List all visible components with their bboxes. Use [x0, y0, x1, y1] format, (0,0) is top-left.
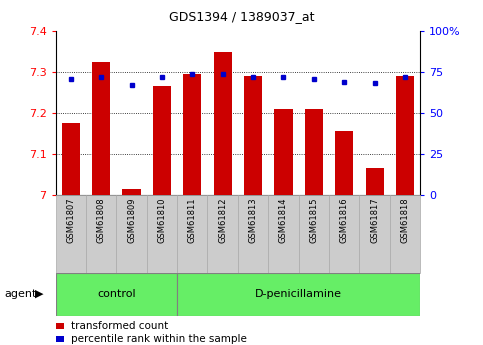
Bar — [305, 109, 323, 195]
Text: control: control — [97, 289, 136, 299]
Text: GSM61812: GSM61812 — [218, 197, 227, 243]
Bar — [390, 195, 420, 273]
Text: D-penicillamine: D-penicillamine — [255, 289, 342, 299]
Bar — [366, 168, 384, 195]
Bar — [238, 195, 268, 273]
Bar — [359, 195, 390, 273]
Bar — [268, 195, 298, 273]
Bar — [92, 62, 110, 195]
Bar — [396, 76, 414, 195]
Bar — [208, 195, 238, 273]
Bar — [213, 51, 232, 195]
Text: GSM61813: GSM61813 — [249, 197, 257, 243]
Bar — [62, 123, 80, 195]
Text: GSM61808: GSM61808 — [97, 197, 106, 243]
Text: GDS1394 / 1389037_at: GDS1394 / 1389037_at — [169, 10, 314, 23]
Text: GSM61815: GSM61815 — [309, 197, 318, 243]
Text: agent: agent — [5, 289, 37, 299]
Text: GSM61816: GSM61816 — [340, 197, 349, 243]
Bar — [147, 195, 177, 273]
Text: percentile rank within the sample: percentile rank within the sample — [71, 334, 247, 344]
Bar — [183, 74, 201, 195]
Bar — [298, 195, 329, 273]
Bar — [274, 109, 293, 195]
Text: GSM61814: GSM61814 — [279, 197, 288, 243]
Bar — [177, 273, 420, 316]
Bar — [86, 195, 116, 273]
Text: ▶: ▶ — [35, 289, 43, 299]
Text: GSM61817: GSM61817 — [370, 197, 379, 243]
Bar — [153, 86, 171, 195]
Bar — [116, 195, 147, 273]
Text: GSM61809: GSM61809 — [127, 197, 136, 243]
Bar — [56, 273, 177, 316]
Text: GSM61818: GSM61818 — [400, 197, 410, 243]
Bar — [335, 131, 354, 195]
Text: GSM61811: GSM61811 — [188, 197, 197, 243]
Bar — [56, 195, 86, 273]
Text: GSM61810: GSM61810 — [157, 197, 167, 243]
Bar — [244, 76, 262, 195]
Bar — [177, 195, 208, 273]
Text: GSM61807: GSM61807 — [66, 197, 75, 243]
Bar — [122, 189, 141, 195]
Bar — [329, 195, 359, 273]
Text: transformed count: transformed count — [71, 321, 169, 331]
